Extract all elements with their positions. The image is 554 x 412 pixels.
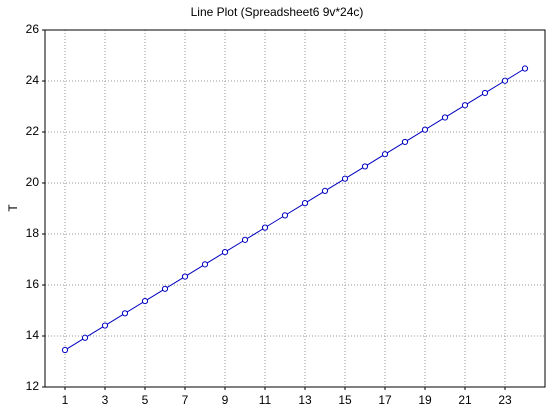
point	[501, 77, 509, 84]
point	[381, 151, 389, 158]
x-tick-label: 19	[418, 393, 432, 407]
point	[341, 175, 349, 182]
series-line	[64, 68, 526, 351]
point	[421, 126, 429, 133]
y-tick-label: 20	[26, 175, 40, 189]
x-tick-label: 5	[142, 393, 149, 407]
y-tick-label: 24	[26, 73, 40, 87]
point	[521, 65, 529, 72]
x-tick-label: 3	[102, 393, 109, 407]
point	[321, 187, 329, 195]
plot-frame	[44, 29, 546, 388]
y-axis-label: T	[6, 204, 20, 212]
point	[61, 346, 69, 354]
point	[441, 114, 449, 121]
point	[221, 249, 229, 256]
x-tick-label: 21	[458, 393, 472, 407]
y-tick-label: 26	[26, 22, 40, 36]
point	[261, 224, 269, 231]
point	[461, 102, 469, 109]
x-tick-label: 11	[259, 393, 272, 407]
point	[181, 273, 189, 280]
x-tick-label: 17	[378, 393, 392, 407]
y-tick-label: 18	[26, 226, 40, 240]
x-tick-label: 15	[338, 393, 352, 407]
point	[401, 138, 409, 146]
point	[241, 236, 249, 243]
point	[141, 297, 149, 305]
point	[201, 261, 209, 268]
x-tick-label: 23	[498, 393, 512, 407]
point	[161, 285, 169, 292]
y-tick-label: 22	[26, 124, 40, 138]
x-tick-label: 9	[222, 393, 229, 407]
x-tick-label: 7	[182, 393, 189, 407]
point	[281, 212, 289, 219]
point	[81, 334, 89, 341]
y-tick-label: 16	[26, 277, 40, 291]
point	[121, 310, 129, 317]
point	[101, 322, 109, 329]
y-tick-label: 12	[26, 379, 40, 393]
x-tick-label: 1	[62, 393, 69, 407]
point	[361, 163, 369, 170]
point	[481, 89, 489, 97]
y-tick-label: 14	[26, 328, 40, 342]
chart-title: Line Plot (Spreadsheet6 9v*24c)	[191, 5, 364, 19]
x-tick-label: 13	[298, 393, 312, 407]
point	[301, 200, 309, 207]
